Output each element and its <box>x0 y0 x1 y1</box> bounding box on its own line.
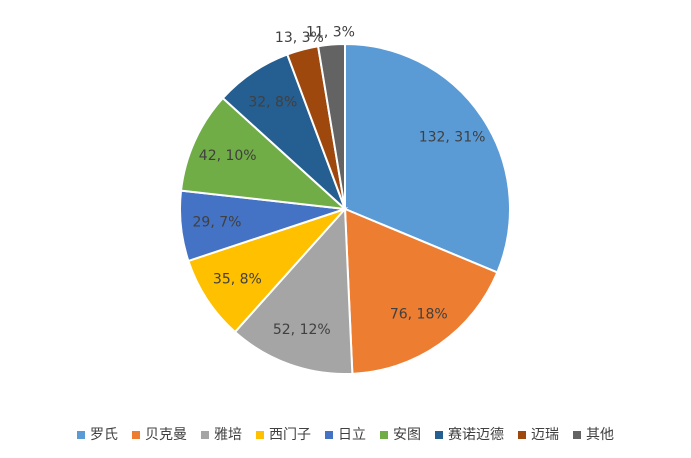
legend-label: 安图 <box>393 427 421 443</box>
legend-swatch <box>435 431 443 439</box>
data-label: 13, 3% <box>275 30 324 46</box>
data-label: 11, 3% <box>306 25 355 41</box>
legend-label: 迈瑞 <box>531 427 559 443</box>
legend-swatch <box>201 431 209 439</box>
legend-label: 西门子 <box>269 427 311 443</box>
pie-slice <box>343 207 499 375</box>
pie-slice <box>179 96 348 211</box>
legend-swatch <box>380 431 388 439</box>
data-label: 29, 7% <box>193 214 242 230</box>
legend-swatch <box>132 431 140 439</box>
legend-swatch <box>573 431 581 439</box>
data-label: 52, 12% <box>273 322 331 338</box>
pie-slice <box>187 206 349 334</box>
legend-swatch <box>518 431 526 439</box>
data-label: 35, 8% <box>213 272 262 288</box>
data-label: 132, 31% <box>419 130 486 146</box>
data-label: 42, 10% <box>199 148 257 164</box>
legend-swatch <box>256 431 264 439</box>
legend-swatch <box>325 431 333 439</box>
pie-slice <box>344 42 511 274</box>
pie-slice <box>233 206 354 375</box>
legend-label: 罗氏 <box>90 427 118 443</box>
legend-label: 其他 <box>586 427 614 443</box>
legend-label: 雅培 <box>214 427 242 443</box>
data-label: 76, 18% <box>390 306 448 322</box>
legend-label: 贝克曼 <box>145 427 187 443</box>
data-label: 32, 8% <box>248 94 297 110</box>
legend-label: 日立 <box>338 427 366 443</box>
pie-slice <box>316 42 346 210</box>
legend-swatch <box>77 431 85 439</box>
legend-label: 赛诺迈德 <box>448 427 504 443</box>
